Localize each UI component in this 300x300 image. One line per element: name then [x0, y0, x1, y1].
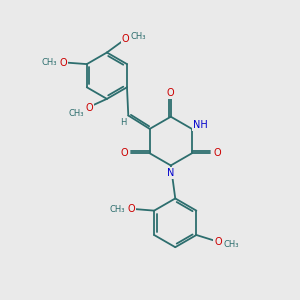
Text: H: H: [120, 118, 126, 127]
Text: CH₃: CH₃: [41, 58, 56, 67]
Text: O: O: [122, 34, 129, 44]
Text: NH: NH: [193, 120, 208, 130]
Text: O: O: [213, 148, 221, 158]
Text: O: O: [121, 148, 128, 158]
Text: CH₃: CH₃: [110, 205, 125, 214]
Text: N: N: [167, 168, 175, 178]
Text: CH₃: CH₃: [131, 32, 146, 41]
Text: O: O: [167, 88, 175, 98]
Text: CH₃: CH₃: [224, 240, 239, 249]
Text: O: O: [59, 58, 67, 68]
Text: O: O: [128, 204, 135, 214]
Text: O: O: [214, 237, 222, 247]
Text: CH₃: CH₃: [68, 109, 84, 118]
Text: O: O: [85, 103, 93, 113]
